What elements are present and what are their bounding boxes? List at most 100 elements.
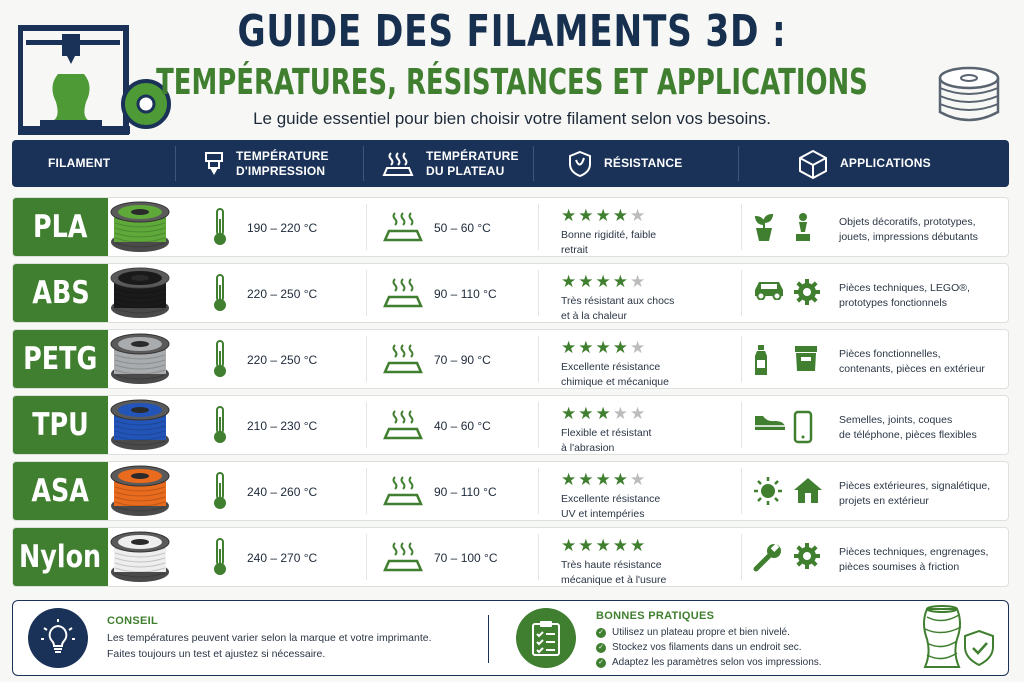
practice-item: ✓ Stockez vos filaments dans un endroit s… — [596, 640, 822, 655]
applications-text: Semelles, joints, coques de téléphone, pi… — [839, 414, 977, 441]
resistance-text: Excellente résistance chimique et mécaniq… — [561, 361, 669, 388]
heated-bed-icon — [383, 211, 423, 248]
bed-temp: 90 – 110 °C — [434, 287, 497, 301]
star-icon: ★ — [630, 470, 648, 489]
star-icon: ★ — [578, 404, 596, 423]
print-temp: 190 – 220 °C — [247, 221, 318, 235]
star-icon: ★ — [595, 272, 613, 291]
shield-icon — [569, 150, 591, 177]
star-icon: ★ — [578, 338, 596, 357]
filament-name: ASA — [13, 462, 108, 520]
applications-text: Pièces techniques, LEGO®, prototypes fonc… — [839, 282, 970, 309]
star-icon: ★ — [612, 404, 630, 423]
practices-title: BONNES PRATIQUES — [596, 610, 715, 622]
main-subtitle: TEMPÉRATURES, RÉSISTANCES ET APPLICATION… — [156, 62, 868, 103]
bed-temp: 90 – 110 °C — [434, 485, 497, 499]
heated-bed-icon — [383, 343, 423, 380]
star-icon: ★ — [612, 206, 630, 225]
checklist-icon — [516, 608, 576, 668]
phone-icon — [793, 410, 813, 449]
heated-bed-icon — [383, 541, 423, 578]
star-icon: ★ — [630, 338, 648, 357]
header-print-temp: TEMPÉRATURE D'IMPRESSION — [204, 140, 329, 187]
heated-bed-icon — [382, 151, 414, 176]
chess-piece-icon — [793, 212, 813, 247]
sun-icon — [753, 476, 783, 511]
tip-text-1: Les températures peuvent varier selon la… — [107, 632, 432, 644]
filament-name: PLA — [13, 198, 108, 256]
check-icon: ✓ — [596, 642, 606, 653]
filament-name: PETG — [13, 330, 108, 388]
header: GUIDE DES FILAMENTS 3D : TEMPÉRATURES, R… — [0, 0, 1024, 136]
header-applications: APPLICATIONS — [798, 140, 931, 187]
thermometer-icon — [211, 339, 229, 384]
filament-name: TPU — [13, 396, 108, 454]
star-icon: ★ — [612, 536, 630, 555]
star-icon: ★ — [561, 272, 579, 291]
thermometer-icon — [211, 471, 229, 516]
star-icon: ★ — [630, 536, 648, 555]
print-temp: 220 – 250 °C — [247, 353, 318, 367]
resistance-text: Excellente résistance UV et intempéries — [561, 493, 661, 520]
resistance-text: Très résistant aux chocs et à la chaleur — [561, 295, 675, 322]
bottle-icon — [753, 344, 769, 381]
resistance-text: Bonne rigidité, faible retrait — [561, 229, 657, 256]
rating-stars: ★★★★★ — [561, 470, 647, 490]
star-icon: ★ — [595, 404, 613, 423]
filament-name: Nylon — [13, 528, 108, 586]
gear-icon — [793, 278, 821, 311]
tip-title: CONSEIL — [107, 615, 158, 627]
practice-item: ✓ Adaptez les paramètres selon vos impres… — [596, 655, 822, 670]
star-icon: ★ — [561, 536, 579, 555]
thermometer-icon — [211, 273, 229, 318]
resistance-text: Flexible et résistant à l'abrasion — [561, 427, 652, 454]
applications-text: Pièces extérieures, signalétique, projets… — [839, 480, 991, 507]
cube-icon — [799, 149, 827, 179]
star-icon: ★ — [578, 206, 596, 225]
table-row: ASA 240 – 260 °C 90 – 110 °C ★★★★★ Excellent… — [12, 461, 1009, 521]
check-icon: ✓ — [596, 627, 606, 638]
footer: CONSEIL Les températures peuvent varier … — [12, 600, 1009, 676]
rating-stars: ★★★★★ — [561, 536, 647, 556]
plant-icon — [753, 212, 775, 247]
applications-text: Objets décoratifs, prototypes, jouets, im… — [839, 216, 978, 243]
rating-stars: ★★★★★ — [561, 272, 647, 292]
main-title: GUIDE DES FILAMENTS 3D : — [237, 6, 787, 57]
rating-stars: ★★★★★ — [561, 404, 647, 424]
practices-list: ✓ Utilisez un plateau propre et bien nive… — [596, 625, 822, 670]
star-icon: ★ — [595, 536, 613, 555]
star-icon: ★ — [630, 404, 648, 423]
car-icon — [753, 278, 785, 305]
filament-spool-icon — [109, 332, 171, 391]
star-icon: ★ — [595, 206, 613, 225]
filament-spool-icon — [109, 266, 171, 325]
gear-icon — [793, 542, 821, 575]
header-filament: FILAMENT — [48, 156, 111, 170]
star-icon: ★ — [578, 536, 596, 555]
footer-divider — [488, 615, 489, 663]
header-resistance: RÉSISTANCE — [568, 140, 682, 187]
print-temp: 240 – 270 °C — [247, 551, 318, 565]
filament-spool-icon — [938, 66, 1000, 122]
container-icon — [793, 344, 819, 377]
bed-temp: 70 – 100 °C — [434, 551, 498, 565]
thermometer-icon — [211, 405, 229, 450]
print-temp: 220 – 250 °C — [247, 287, 318, 301]
star-icon: ★ — [561, 404, 579, 423]
filament-spool-icon — [109, 530, 171, 589]
bed-temp: 40 – 60 °C — [434, 419, 491, 433]
star-icon: ★ — [561, 206, 579, 225]
table-row: Nylon 240 – 270 °C 70 – 100 °C ★★★★★ Très ha… — [12, 527, 1009, 587]
thermometer-icon — [211, 207, 229, 252]
filament-name: ABS — [13, 264, 108, 322]
star-icon: ★ — [578, 470, 596, 489]
rating-stars: ★★★★★ — [561, 338, 647, 358]
star-icon: ★ — [630, 206, 648, 225]
star-icon: ★ — [630, 272, 648, 291]
check-icon: ✓ — [596, 657, 606, 668]
star-icon: ★ — [578, 272, 596, 291]
filament-spool-icon — [109, 200, 171, 259]
wrench-icon — [753, 542, 783, 577]
star-icon: ★ — [595, 470, 613, 489]
3d-printer-icon — [18, 25, 171, 135]
